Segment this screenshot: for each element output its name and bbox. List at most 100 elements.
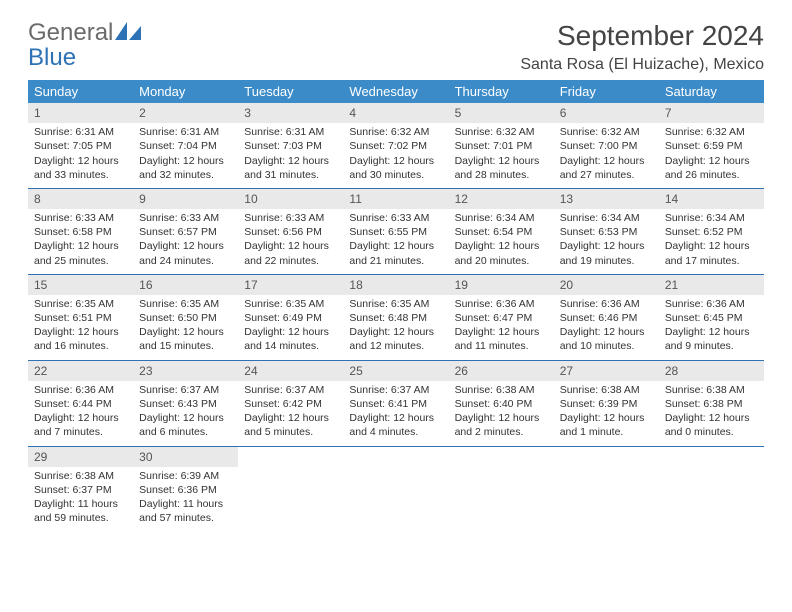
daylight: Daylight: 12 hours and 16 minutes. bbox=[34, 325, 127, 353]
calendar-cell: 17Sunrise: 6:35 AMSunset: 6:49 PMDayligh… bbox=[238, 274, 343, 360]
day-number: 27 bbox=[554, 361, 659, 381]
sunrise: Sunrise: 6:31 AM bbox=[244, 125, 337, 139]
daylight: Daylight: 12 hours and 20 minutes. bbox=[455, 239, 548, 267]
calendar-row: 29Sunrise: 6:38 AMSunset: 6:37 PMDayligh… bbox=[28, 446, 764, 531]
sunset: Sunset: 6:41 PM bbox=[349, 397, 442, 411]
sunrise: Sunrise: 6:36 AM bbox=[34, 383, 127, 397]
day-number: 21 bbox=[659, 275, 764, 295]
calendar-cell: 6Sunrise: 6:32 AMSunset: 7:00 PMDaylight… bbox=[554, 103, 659, 188]
sunset: Sunset: 7:01 PM bbox=[455, 139, 548, 153]
day-number: 3 bbox=[238, 103, 343, 123]
sunset: Sunset: 6:36 PM bbox=[139, 483, 232, 497]
day-number: 28 bbox=[659, 361, 764, 381]
calendar-cell: 9Sunrise: 6:33 AMSunset: 6:57 PMDaylight… bbox=[133, 188, 238, 274]
day-number: 4 bbox=[343, 103, 448, 123]
sunset: Sunset: 6:52 PM bbox=[665, 225, 758, 239]
location: Santa Rosa (El Huizache), Mexico bbox=[520, 56, 764, 74]
day-number: 2 bbox=[133, 103, 238, 123]
sunrise: Sunrise: 6:34 AM bbox=[455, 211, 548, 225]
daylight: Daylight: 12 hours and 15 minutes. bbox=[139, 325, 232, 353]
daylight: Daylight: 11 hours and 57 minutes. bbox=[139, 497, 232, 525]
daylight: Daylight: 12 hours and 30 minutes. bbox=[349, 154, 442, 182]
day-header: Saturday bbox=[659, 80, 764, 103]
calendar-cell: 26Sunrise: 6:38 AMSunset: 6:40 PMDayligh… bbox=[449, 360, 554, 446]
daylight: Daylight: 12 hours and 25 minutes. bbox=[34, 239, 127, 267]
daylight: Daylight: 12 hours and 11 minutes. bbox=[455, 325, 548, 353]
calendar-cell bbox=[343, 446, 448, 531]
sunrise: Sunrise: 6:37 AM bbox=[244, 383, 337, 397]
calendar-cell bbox=[554, 446, 659, 531]
calendar-cell: 7Sunrise: 6:32 AMSunset: 6:59 PMDaylight… bbox=[659, 103, 764, 188]
day-number: 26 bbox=[449, 361, 554, 381]
calendar-cell: 22Sunrise: 6:36 AMSunset: 6:44 PMDayligh… bbox=[28, 360, 133, 446]
calendar-row: 22Sunrise: 6:36 AMSunset: 6:44 PMDayligh… bbox=[28, 360, 764, 446]
day-number: 1 bbox=[28, 103, 133, 123]
daylight: Daylight: 12 hours and 19 minutes. bbox=[560, 239, 653, 267]
sunset: Sunset: 6:51 PM bbox=[34, 311, 127, 325]
sunrise: Sunrise: 6:33 AM bbox=[349, 211, 442, 225]
calendar-cell: 18Sunrise: 6:35 AMSunset: 6:48 PMDayligh… bbox=[343, 274, 448, 360]
daylight: Daylight: 12 hours and 6 minutes. bbox=[139, 411, 232, 439]
sunrise: Sunrise: 6:33 AM bbox=[244, 211, 337, 225]
header: General Blue September 2024 Santa Rosa (… bbox=[28, 20, 764, 74]
sunset: Sunset: 7:02 PM bbox=[349, 139, 442, 153]
day-number: 16 bbox=[133, 275, 238, 295]
day-header: Sunday bbox=[28, 80, 133, 103]
sunset: Sunset: 6:55 PM bbox=[349, 225, 442, 239]
sunset: Sunset: 6:50 PM bbox=[139, 311, 232, 325]
daylight: Daylight: 12 hours and 27 minutes. bbox=[560, 154, 653, 182]
calendar-cell: 2Sunrise: 6:31 AMSunset: 7:04 PMDaylight… bbox=[133, 103, 238, 188]
sunset: Sunset: 6:49 PM bbox=[244, 311, 337, 325]
sunrise: Sunrise: 6:38 AM bbox=[455, 383, 548, 397]
logo-sail-icon bbox=[115, 20, 141, 38]
sunset: Sunset: 6:42 PM bbox=[244, 397, 337, 411]
sunset: Sunset: 6:40 PM bbox=[455, 397, 548, 411]
sunrise: Sunrise: 6:32 AM bbox=[665, 125, 758, 139]
day-header: Wednesday bbox=[343, 80, 448, 103]
month-title: September 2024 bbox=[520, 20, 764, 52]
sunrise: Sunrise: 6:35 AM bbox=[139, 297, 232, 311]
sunset: Sunset: 6:59 PM bbox=[665, 139, 758, 153]
day-number: 10 bbox=[238, 189, 343, 209]
sunset: Sunset: 6:37 PM bbox=[34, 483, 127, 497]
daylight: Daylight: 12 hours and 14 minutes. bbox=[244, 325, 337, 353]
day-number: 9 bbox=[133, 189, 238, 209]
daylight: Daylight: 12 hours and 32 minutes. bbox=[139, 154, 232, 182]
sunrise: Sunrise: 6:33 AM bbox=[139, 211, 232, 225]
sunrise: Sunrise: 6:38 AM bbox=[665, 383, 758, 397]
day-number: 13 bbox=[554, 189, 659, 209]
day-number: 18 bbox=[343, 275, 448, 295]
sunrise: Sunrise: 6:36 AM bbox=[665, 297, 758, 311]
calendar-cell bbox=[238, 446, 343, 531]
daylight: Daylight: 12 hours and 7 minutes. bbox=[34, 411, 127, 439]
calendar-row: 15Sunrise: 6:35 AMSunset: 6:51 PMDayligh… bbox=[28, 274, 764, 360]
sunrise: Sunrise: 6:39 AM bbox=[139, 469, 232, 483]
logo-text-blue: Blue bbox=[28, 44, 76, 71]
sunset: Sunset: 6:58 PM bbox=[34, 225, 127, 239]
calendar-row: 8Sunrise: 6:33 AMSunset: 6:58 PMDaylight… bbox=[28, 188, 764, 274]
daylight: Daylight: 12 hours and 10 minutes. bbox=[560, 325, 653, 353]
day-number: 7 bbox=[659, 103, 764, 123]
calendar-cell: 24Sunrise: 6:37 AMSunset: 6:42 PMDayligh… bbox=[238, 360, 343, 446]
calendar-cell: 25Sunrise: 6:37 AMSunset: 6:41 PMDayligh… bbox=[343, 360, 448, 446]
calendar-cell: 14Sunrise: 6:34 AMSunset: 6:52 PMDayligh… bbox=[659, 188, 764, 274]
logo: General Blue bbox=[28, 20, 141, 70]
daylight: Daylight: 12 hours and 22 minutes. bbox=[244, 239, 337, 267]
calendar-cell: 23Sunrise: 6:37 AMSunset: 6:43 PMDayligh… bbox=[133, 360, 238, 446]
calendar-cell: 19Sunrise: 6:36 AMSunset: 6:47 PMDayligh… bbox=[449, 274, 554, 360]
day-header-row: Sunday Monday Tuesday Wednesday Thursday… bbox=[28, 80, 764, 103]
sunset: Sunset: 6:44 PM bbox=[34, 397, 127, 411]
sunrise: Sunrise: 6:32 AM bbox=[560, 125, 653, 139]
sunrise: Sunrise: 6:38 AM bbox=[34, 469, 127, 483]
daylight: Daylight: 12 hours and 12 minutes. bbox=[349, 325, 442, 353]
sunrise: Sunrise: 6:33 AM bbox=[34, 211, 127, 225]
day-number: 17 bbox=[238, 275, 343, 295]
calendar-cell: 12Sunrise: 6:34 AMSunset: 6:54 PMDayligh… bbox=[449, 188, 554, 274]
calendar-cell: 10Sunrise: 6:33 AMSunset: 6:56 PMDayligh… bbox=[238, 188, 343, 274]
daylight: Daylight: 12 hours and 21 minutes. bbox=[349, 239, 442, 267]
sunset: Sunset: 6:46 PM bbox=[560, 311, 653, 325]
sunset: Sunset: 6:53 PM bbox=[560, 225, 653, 239]
sunrise: Sunrise: 6:37 AM bbox=[349, 383, 442, 397]
daylight: Daylight: 12 hours and 28 minutes. bbox=[455, 154, 548, 182]
sunrise: Sunrise: 6:32 AM bbox=[455, 125, 548, 139]
